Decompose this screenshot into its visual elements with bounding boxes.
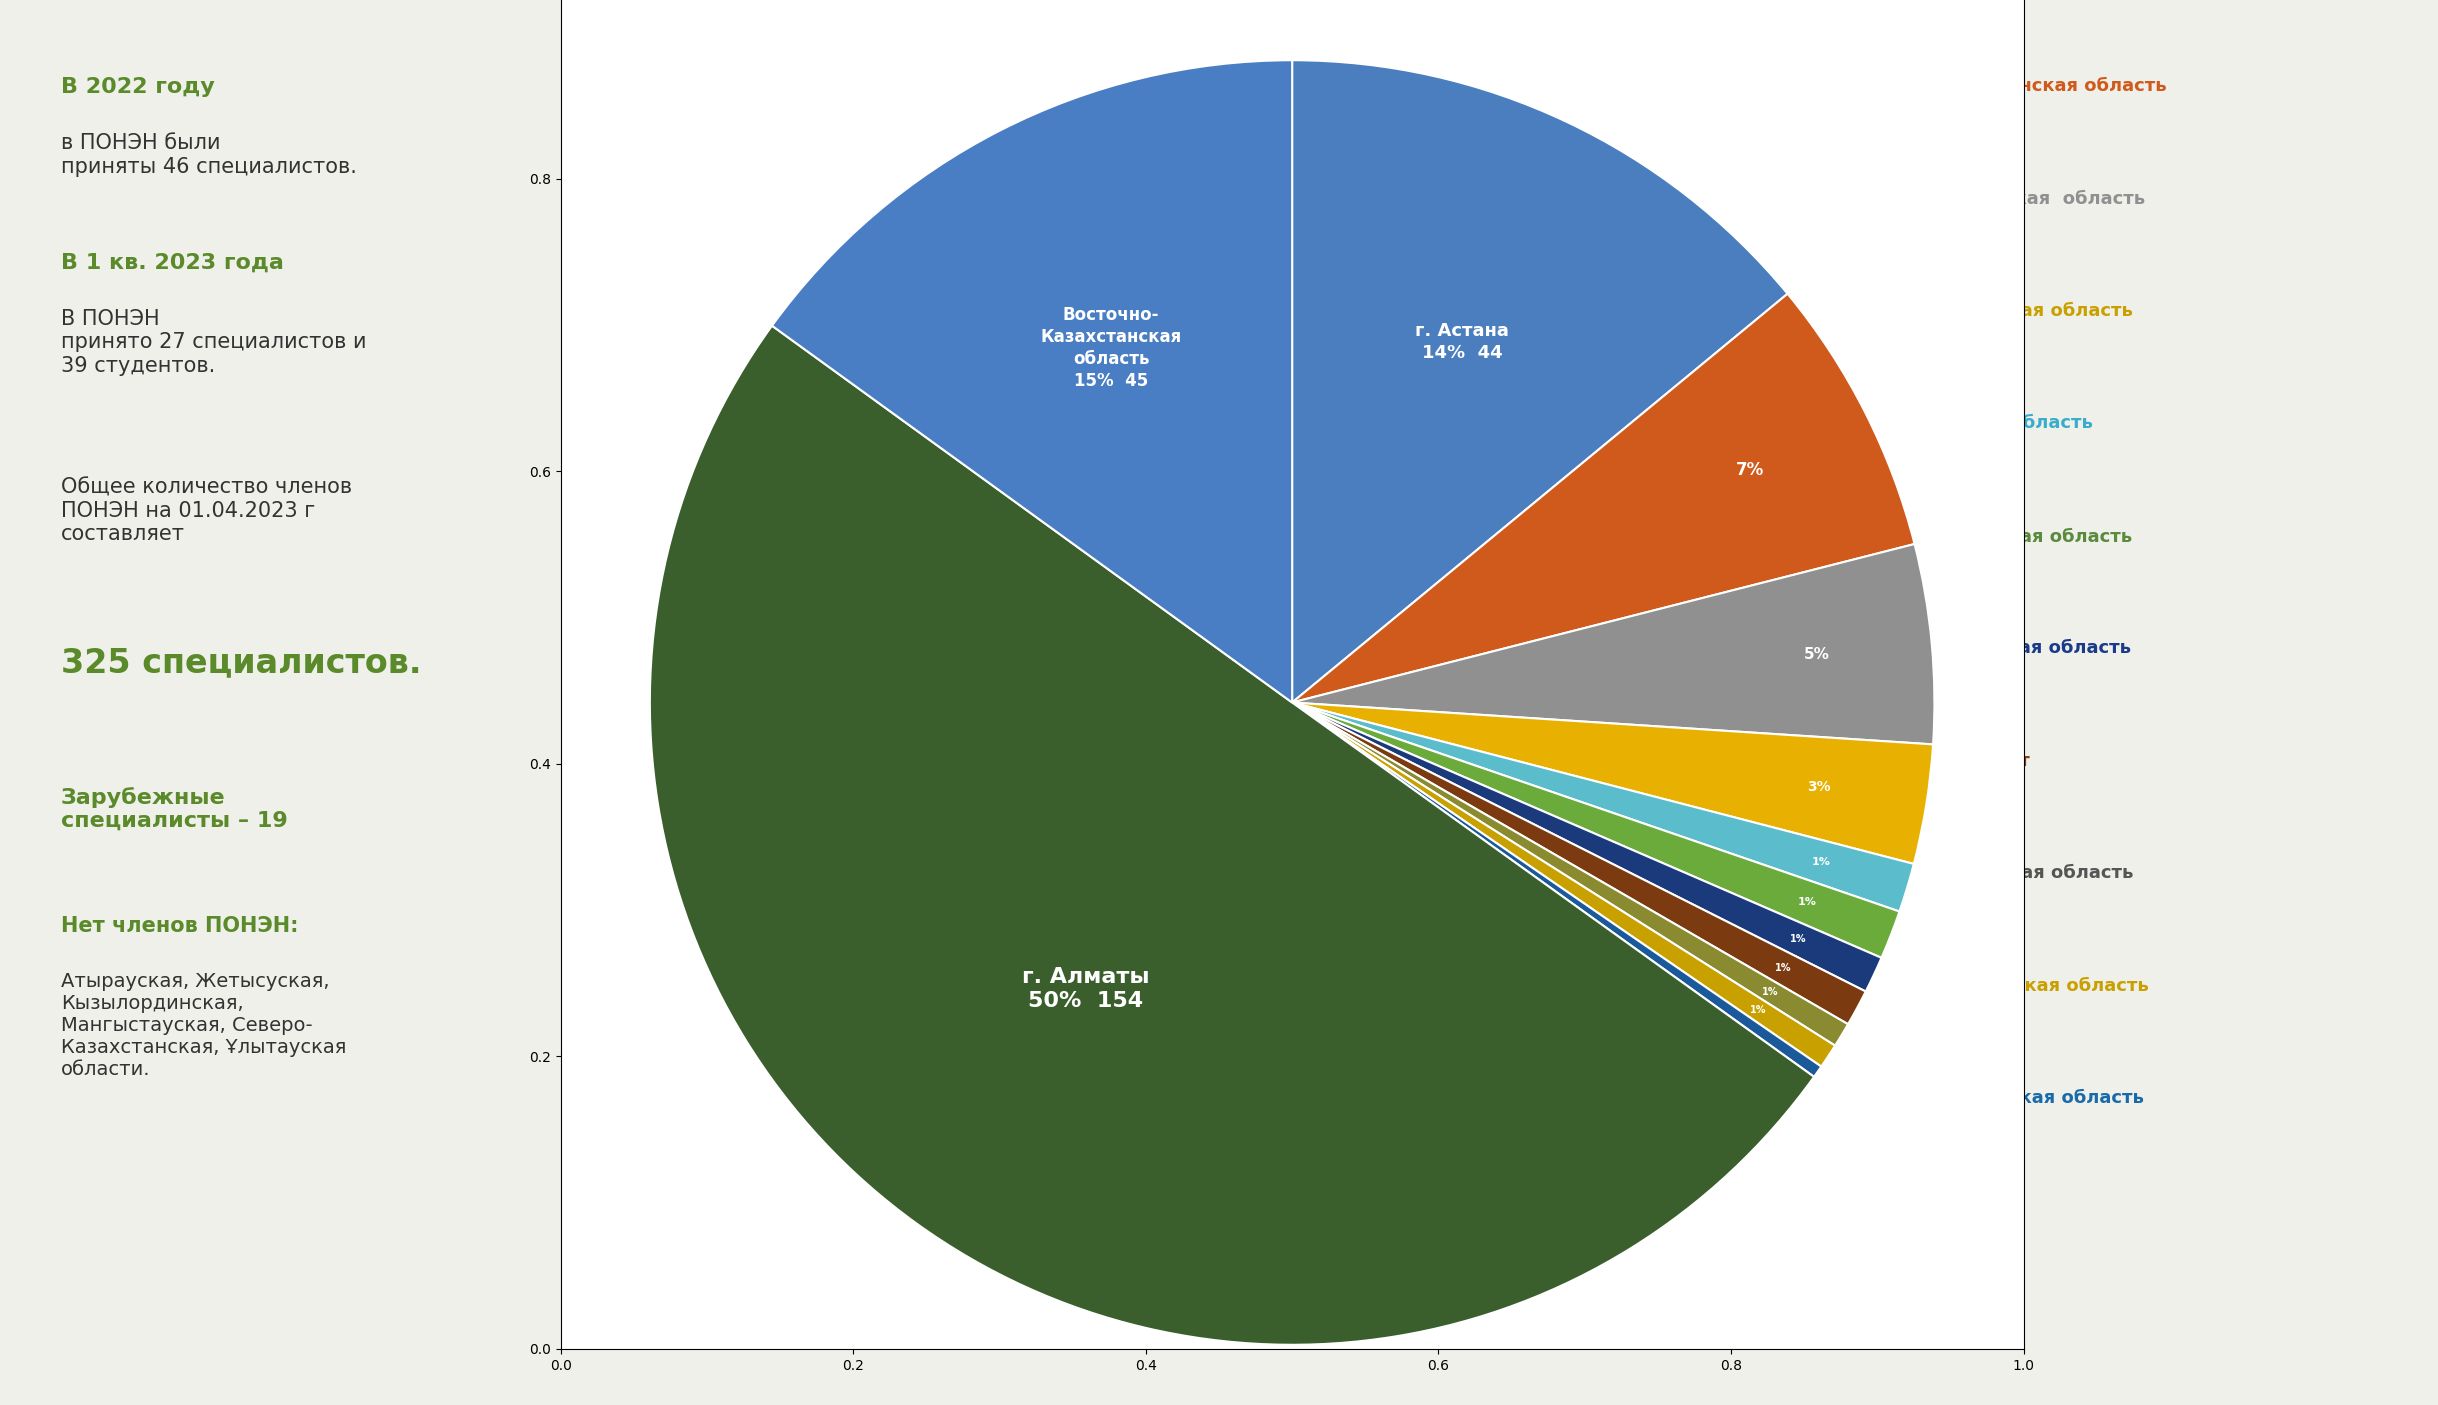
Text: 325 специалистов.: 325 специалистов. [61, 646, 422, 679]
Text: г. Алматы
50%  154: г. Алматы 50% 154 [1022, 967, 1148, 1012]
Text: В 1 кв. 2023 года: В 1 кв. 2023 года [61, 253, 283, 273]
Text: Костанайская  область: Костанайская область [1907, 190, 2145, 208]
Text: Жамбыльская область: Жамбыльская область [1907, 1089, 2143, 1107]
Text: Карагандинская область: Карагандинская область [1907, 77, 2165, 96]
Text: Общее количество членов
ПОНЭН на 01.04.2023 г
составляет: Общее количество членов ПОНЭН на 01.04.2… [61, 478, 351, 544]
Text: 3%: 3% [1807, 780, 1831, 794]
Wedge shape [1292, 702, 1882, 992]
Text: 1%: 1% [1797, 898, 1816, 908]
Wedge shape [1292, 294, 1914, 702]
Wedge shape [1292, 702, 1865, 1024]
Text: 0,6%   2: 0,6% 2 [1907, 912, 1987, 930]
Text: 1%: 1% [1789, 934, 1807, 944]
Text: В ПОНЭН
принято 27 специалистов и
39 студентов.: В ПОНЭН принято 27 специалистов и 39 сту… [61, 309, 366, 375]
Text: 1%: 1% [1811, 857, 1831, 867]
Wedge shape [1292, 60, 1787, 702]
Wedge shape [773, 60, 1292, 702]
Text: Абайская область: Абайская область [1907, 414, 2092, 433]
Text: Атырауская, Жетысуская,
Кызылординская,
Мангыстауская, Северо-
Казахстанская, Ұл: Атырауская, Жетысуская, Кызылординская, … [61, 972, 346, 1079]
Text: 1%   4: 1% 4 [1907, 575, 1967, 593]
Text: Восточно-
Казахстанская
область
15%  45: Восточно- Казахстанская область 15% 45 [1041, 305, 1182, 391]
Text: Акмолинская область: Акмолинская область [1907, 302, 2133, 320]
Text: г. Шымкент: г. Шымкент [1907, 752, 2028, 770]
Wedge shape [651, 326, 1814, 1345]
Text: 7%: 7% [1736, 461, 1765, 479]
Text: 1%: 1% [1750, 1005, 1768, 1016]
Text: 1%   3: 1% 3 [1907, 799, 1967, 818]
Text: Туркестанская область: Туркестанская область [1907, 976, 2148, 995]
Text: Зарубежные
специалисты – 19: Зарубежные специалисты – 19 [61, 787, 288, 830]
Text: В 2022 году: В 2022 году [61, 77, 215, 97]
Wedge shape [1292, 702, 1914, 912]
Text: г. Астана
14%  44: г. Астана 14% 44 [1414, 322, 1509, 362]
Wedge shape [1292, 702, 1933, 864]
Text: Нет членов ПОНЭН:: Нет членов ПОНЭН: [61, 916, 297, 936]
Text: Павлодаская область: Павлодаская область [1907, 527, 2131, 545]
Wedge shape [1292, 544, 1933, 745]
Text: 1%   4: 1% 4 [1907, 462, 1967, 481]
Text: в ПОНЭН были
приняты 46 специалистов.: в ПОНЭН были приняты 46 специалистов. [61, 133, 356, 177]
Text: 0,3%   1: 0,3% 1 [1907, 1137, 1987, 1155]
Text: 1%: 1% [1763, 986, 1777, 996]
Wedge shape [1292, 702, 1848, 1045]
Text: Актюбинская область: Актюбинская область [1907, 864, 2133, 882]
Wedge shape [1292, 702, 1836, 1066]
Text: 5%   15: 5% 15 [1907, 237, 1982, 256]
Text: 1%   3: 1% 3 [1907, 687, 1967, 705]
Wedge shape [1292, 702, 1821, 1076]
Text: 0,6%   2: 0,6% 2 [1907, 1024, 1987, 1043]
Text: 7%   20: 7% 20 [1907, 125, 1982, 143]
Text: 1%: 1% [1775, 964, 1792, 974]
Text: 3%   9: 3% 9 [1907, 350, 1967, 368]
Wedge shape [1292, 702, 1899, 958]
Text: Алматинская область: Алматинская область [1907, 639, 2131, 658]
Text: 5%: 5% [1804, 646, 1828, 662]
